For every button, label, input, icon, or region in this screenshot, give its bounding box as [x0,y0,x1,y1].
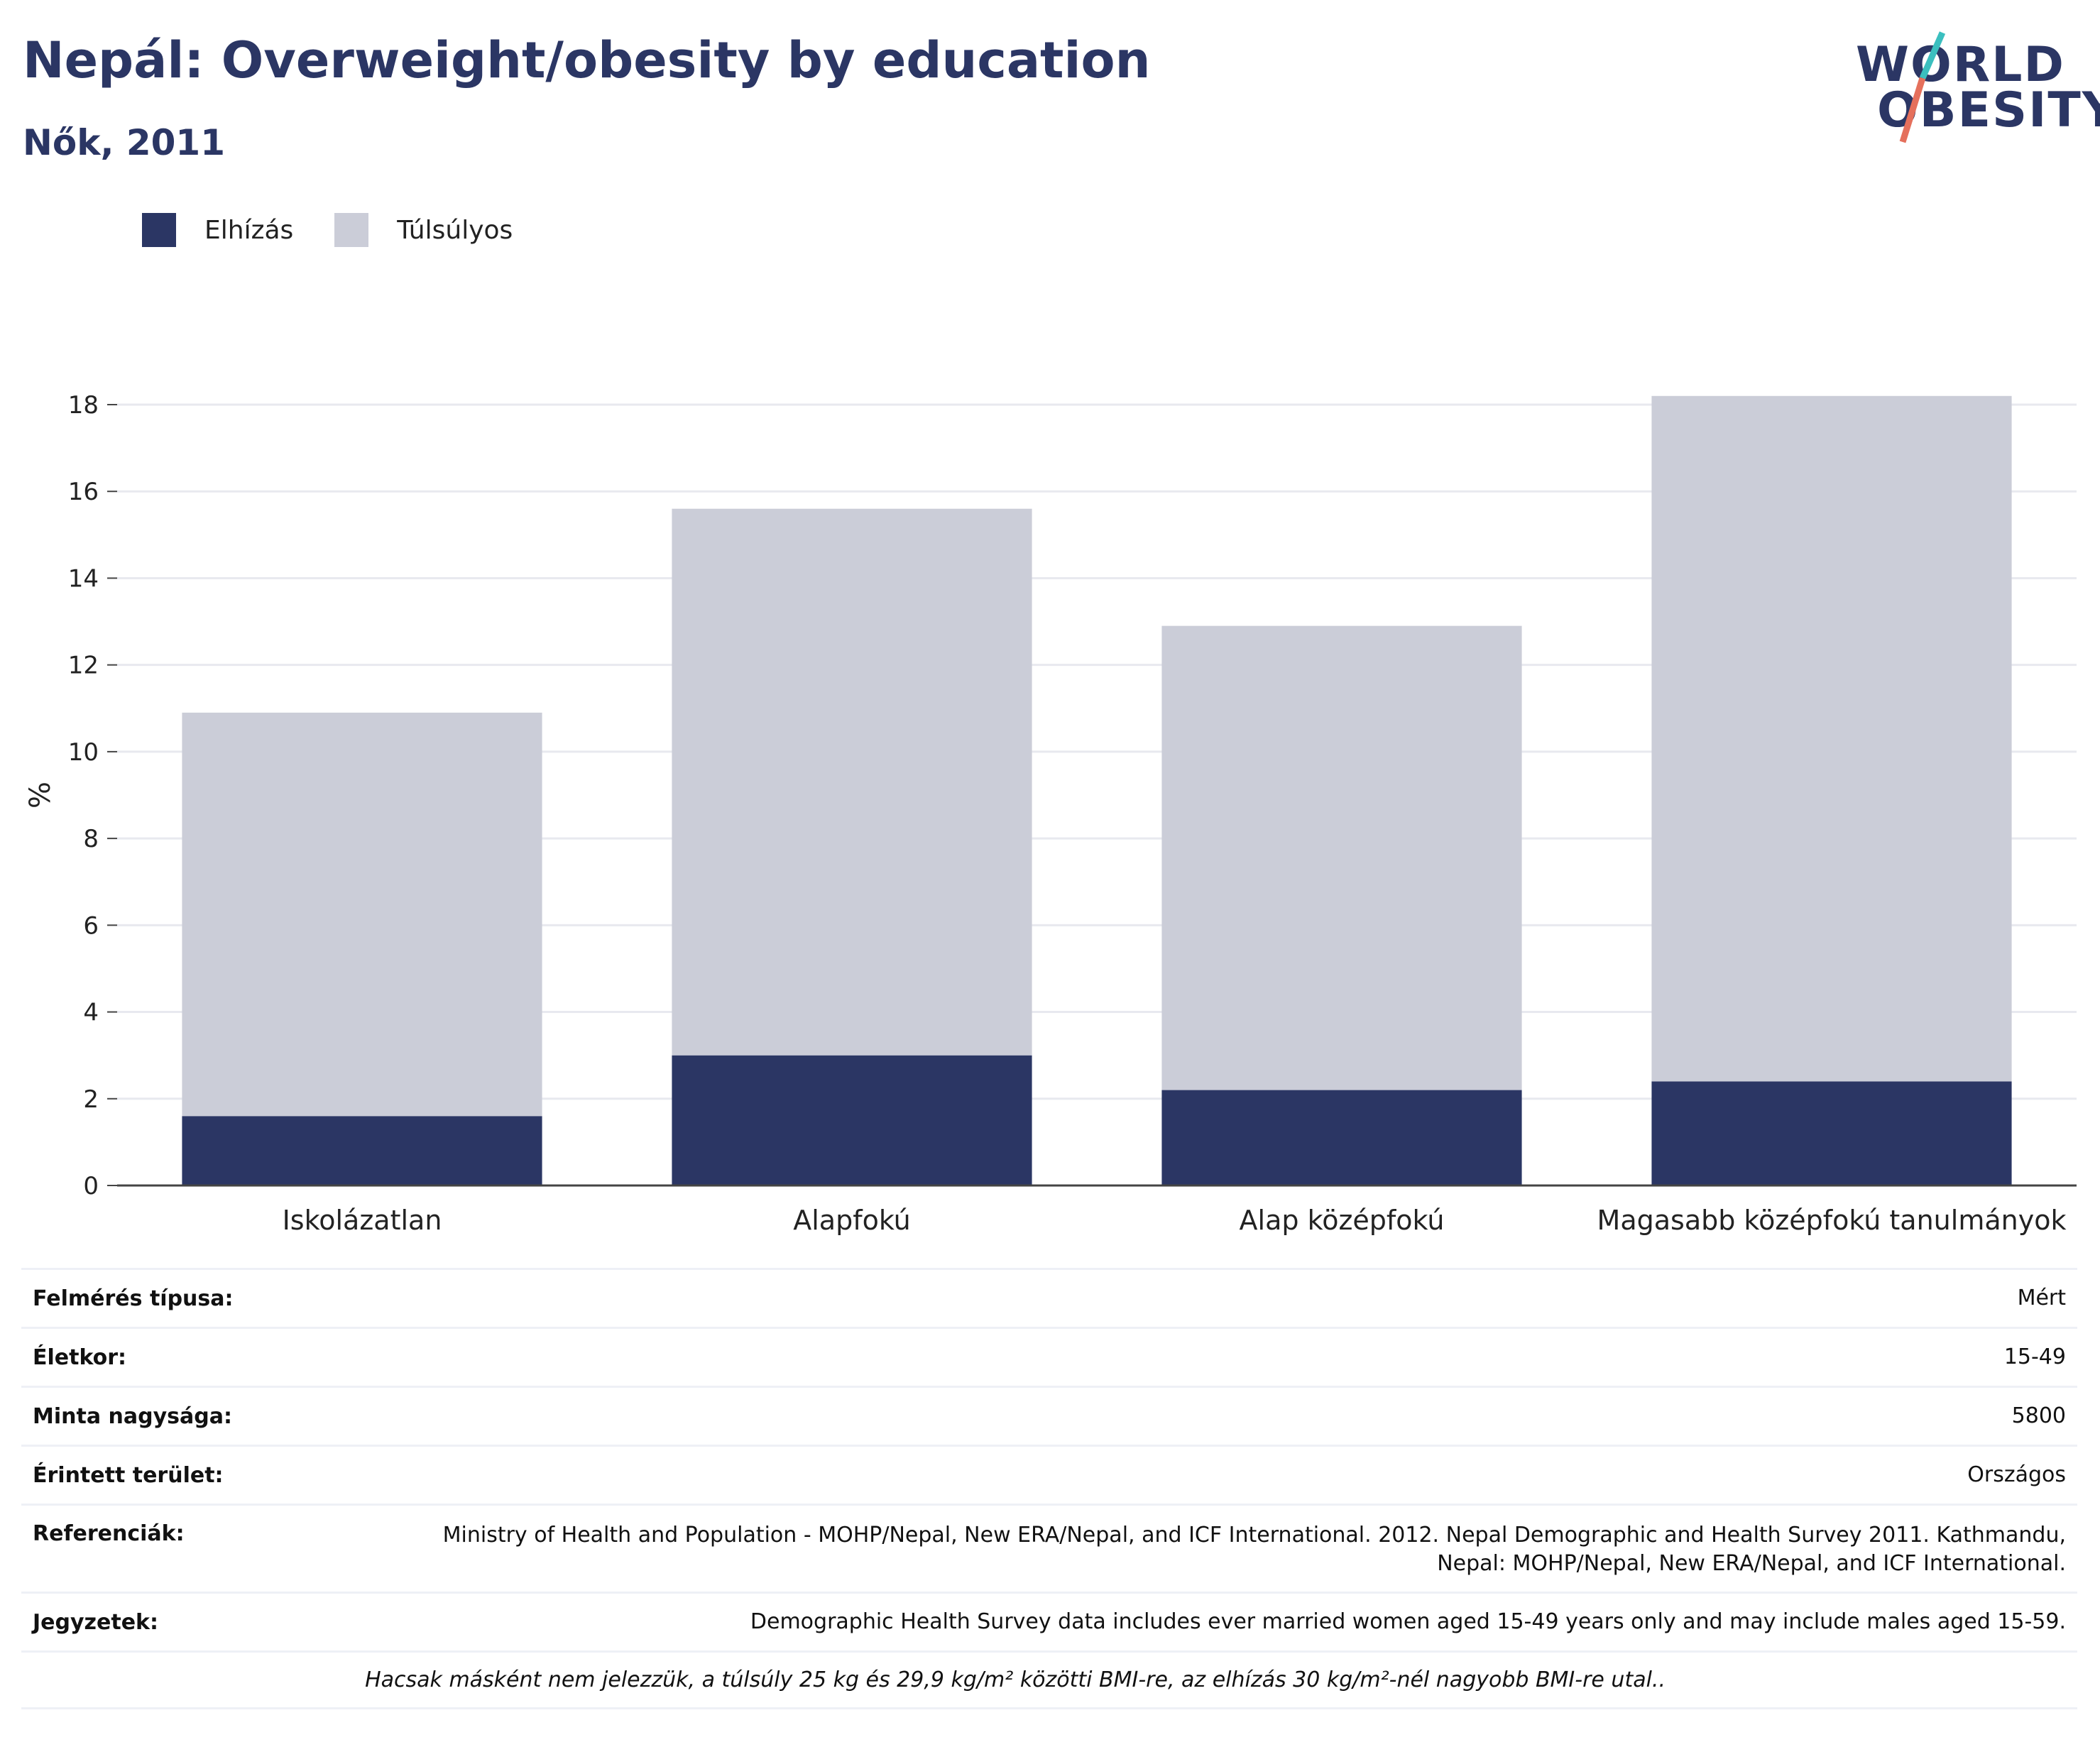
y-tick-label: 4 [83,999,99,1027]
bar-overweight-2 [1161,625,1522,1090]
info-row-notes: Jegyzetek: Demographic Health Survey dat… [21,1592,2077,1650]
footnote: Hacsak másként nem jelezzük, a túlsúly 2… [365,1667,1666,1692]
legend-swatch-overweight [334,213,369,247]
y-tick-label: 10 [68,738,99,767]
legend-label-obesity: Elhízás [204,215,294,245]
bar-overweight-3 [1651,395,2012,1082]
chart-legend: Elhízás Túlsúlyos [142,210,554,250]
info-row-survey-type: Felmérés típusa: Mért [21,1268,2077,1327]
info-row-area: Érintett terület: Országos [21,1445,2077,1504]
y-tick-label: 12 [68,652,99,680]
y-tick-label: 0 [83,1172,99,1200]
logo-slash-icon [1899,31,1946,143]
info-value: Mért [2017,1286,2066,1310]
info-value: 15-49 [2003,1345,2066,1369]
bar-overweight-1 [672,508,1032,1056]
info-key: Referenciák: [33,1521,185,1546]
logo-word-1: WORLD [1856,37,2065,93]
x-tick-label: Alapfokú [793,1205,911,1235]
y-tick-label: 6 [83,911,99,940]
legend-swatch-obesity [142,213,176,247]
chart-title: Nepál: Overweight/obesity by education [23,31,1151,89]
info-row-footnote: Hacsak másként nem jelezzük, a túlsúly 2… [21,1650,2077,1709]
y-tick-label: 8 [83,825,99,853]
info-key: Érintett terület: [33,1462,224,1488]
x-tick-label: Iskolázatlan [283,1205,442,1235]
bar-obesity-2 [1161,1090,1522,1185]
y-tick-label: 16 [68,478,99,506]
y-tick-label: 18 [68,391,99,420]
bar-obesity-1 [672,1055,1032,1185]
y-tick-label: 14 [68,564,99,593]
info-key: Jegyzetek: [33,1609,158,1635]
chart-subtitle: Nők, 2011 [23,122,226,163]
bar-overweight-0 [182,712,542,1117]
bar-chart: 0 2 4 6 8 10 12 14 16 18% Iskolázatlan Alapfokú Alap… [24,391,2077,1235]
info-row-sample-size: Minta nagysága: 5800 [21,1386,2077,1445]
bar-obesity-0 [182,1116,542,1185]
legend-item-overweight[interactable]: Túlsúlyos [334,213,513,247]
info-key: Minta nagysága: [33,1403,232,1429]
info-row-age: Életkor: 15-49 [21,1327,2077,1386]
y-axis-label: % [24,782,57,809]
info-value: 5800 [2011,1403,2066,1428]
legend-label-overweight: Túlsúlyos [397,215,513,245]
y-tick-label: 2 [83,1085,99,1114]
world-obesity-logo: WORLD OBESITY [1846,28,2100,156]
info-row-references: Referenciák: Ministry of Health and Popu… [21,1504,2077,1592]
info-value: Országos [1967,1462,2066,1487]
info-value: Demographic Health Survey data includes … [750,1609,2066,1634]
x-tick-label: Magasabb középfokú tanulmányok [1597,1205,2067,1235]
x-tick-label: Alap középfokú [1240,1205,1445,1235]
legend-item-obesity[interactable]: Elhízás [142,213,293,247]
info-key: Felmérés típusa: [33,1286,234,1311]
info-key: Életkor: [33,1345,127,1370]
info-table: Felmérés típusa: Mért Életkor: 15-49 Min… [21,1268,2077,1709]
info-value: Ministry of Health and Population - MOHP… [442,1523,2066,1576]
bar-obesity-3 [1651,1081,2012,1185]
